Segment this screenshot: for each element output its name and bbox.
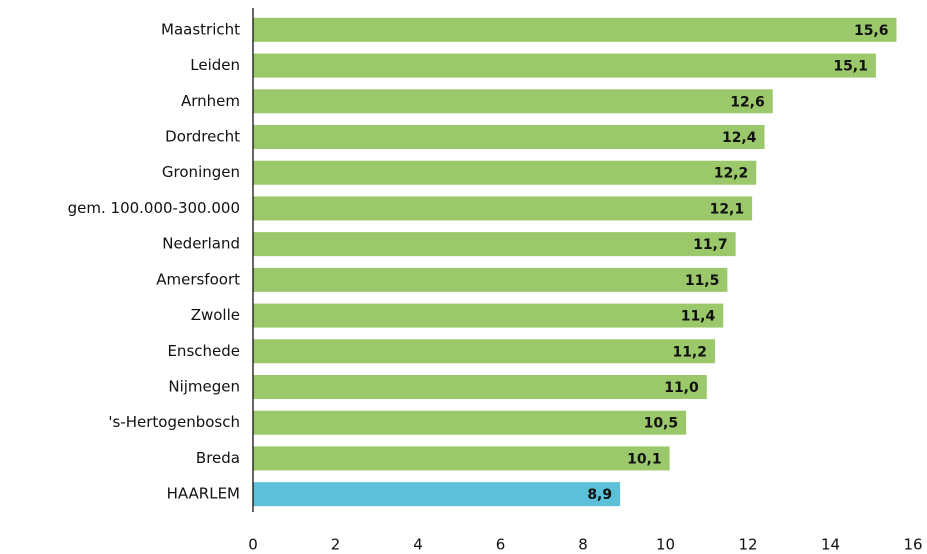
y-tick-label: Breda <box>196 449 240 467</box>
y-tick-label: Nederland <box>162 235 240 253</box>
value-label: 10,5 <box>644 416 679 432</box>
value-label: 11,5 <box>685 273 720 289</box>
bar <box>253 89 773 114</box>
y-tick-label: Zwolle <box>191 306 240 324</box>
bar <box>253 160 757 185</box>
x-tick-label: 6 <box>496 536 506 554</box>
y-tick-label: Maastricht <box>161 20 240 38</box>
bar <box>253 125 765 149</box>
value-label: 11,7 <box>693 237 728 253</box>
bar <box>253 196 753 221</box>
x-tick-label: 2 <box>331 536 341 554</box>
value-label: 12,6 <box>730 94 765 110</box>
bar <box>253 53 876 78</box>
x-tick-label: 16 <box>903 536 922 554</box>
value-label: 12,1 <box>710 201 745 217</box>
y-tick-label: Arnhem <box>181 92 240 110</box>
value-label: 12,2 <box>714 166 749 182</box>
x-tick-label: 14 <box>821 536 840 554</box>
y-tick-label: HAARLEM <box>167 485 240 503</box>
value-label: 10,1 <box>627 451 662 467</box>
value-label: 15,1 <box>833 59 868 75</box>
bar <box>253 482 621 507</box>
value-label: 11,2 <box>672 344 707 360</box>
value-label: 8,9 <box>587 487 612 503</box>
value-label: 15,6 <box>854 23 889 39</box>
x-tick-label: 12 <box>738 536 757 554</box>
bar <box>253 267 728 292</box>
y-tick-label: Leiden <box>190 56 240 74</box>
y-tick-label: Dordrecht <box>165 128 240 146</box>
bar <box>253 303 724 328</box>
y-tick-label: Groningen <box>162 163 240 181</box>
y-tick-label: 's-Hertogenbosch <box>108 413 240 431</box>
value-label: 12,4 <box>722 130 757 146</box>
bar <box>253 446 670 471</box>
bar <box>253 232 736 257</box>
value-label: 11,0 <box>664 380 699 396</box>
bar <box>253 339 715 364</box>
y-tick-label: gem. 100.000-300.000 <box>68 199 240 217</box>
x-tick-label: 8 <box>578 536 588 554</box>
bar <box>253 375 707 399</box>
x-tick-label: 0 <box>248 536 258 554</box>
y-tick-label: Nijmegen <box>168 378 240 396</box>
y-tick-label: Amersfoort <box>156 270 240 288</box>
value-label: 11,4 <box>681 309 716 325</box>
bar <box>253 410 687 435</box>
x-tick-label: 4 <box>413 536 423 554</box>
bar <box>253 17 897 42</box>
y-tick-label: Enschede <box>167 342 240 360</box>
x-tick-label: 10 <box>656 536 675 554</box>
